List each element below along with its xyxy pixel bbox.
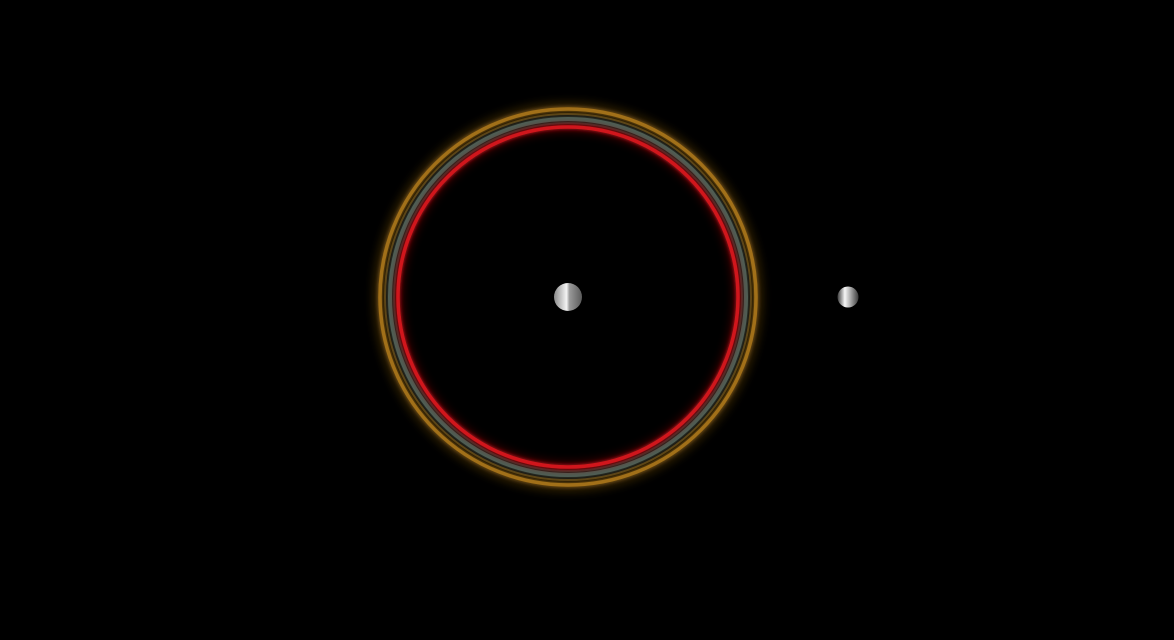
central-sphere [554, 283, 582, 311]
ring-inner-red [396, 125, 740, 469]
ring-middle-teal-edge [393, 122, 743, 472]
satellite-sphere [837, 286, 859, 308]
orbit-rings [374, 103, 762, 491]
ring-outer-gold-inner [384, 113, 752, 481]
ring-middle-teal [388, 117, 748, 477]
ring-outer-halo [374, 103, 762, 491]
ring-outer-gold [378, 107, 758, 487]
